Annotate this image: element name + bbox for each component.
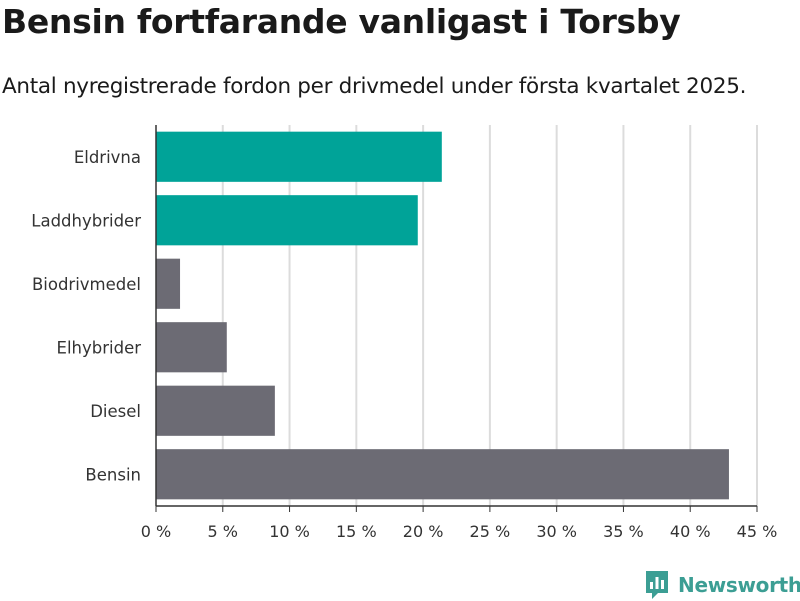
bar-laddhybrider [156,195,418,246]
category-label: Eldrivna [74,148,141,167]
x-tick-label: 25 % [470,522,511,541]
x-tick-label: 45 % [737,522,778,541]
x-tick-label: 40 % [670,522,711,541]
chart-title: Bensin fortfarande vanligast i Torsby [2,2,681,41]
x-tick-label: 10 % [269,522,310,541]
chart-subtitle: Antal nyregistrerade fordon per drivmede… [2,74,747,99]
category-label: Laddhybrider [31,211,141,230]
category-label: Bensin [85,465,141,484]
bar-bensin [156,449,729,500]
bar-chart: 0 % 5 % 10 % 15 % 20 % 25 % 30 % 35 % 40 % 45 % El… [31,125,778,541]
category-label: Diesel [90,402,141,421]
x-tick-label: 30 % [536,522,577,541]
x-tick-label: 5 % [208,522,238,541]
newsworthy-logo: Newsworthy [644,569,800,601]
x-tick-label: 20 % [403,522,444,541]
bar-diesel [156,385,275,436]
x-tick-label: 0 % [141,522,171,541]
bar-biodrivmedel [156,258,181,309]
bar-elhybrider [156,322,227,373]
bar-eldrivna [156,131,442,182]
category-label: Elhybrider [57,338,142,357]
x-tick-label: 15 % [336,522,377,541]
category-label: Biodrivmedel [32,275,141,294]
x-tick-label: 35 % [603,522,644,541]
newsworthy-logo-icon [646,571,668,599]
newsworthy-logo-text: Newsworthy [678,573,800,597]
